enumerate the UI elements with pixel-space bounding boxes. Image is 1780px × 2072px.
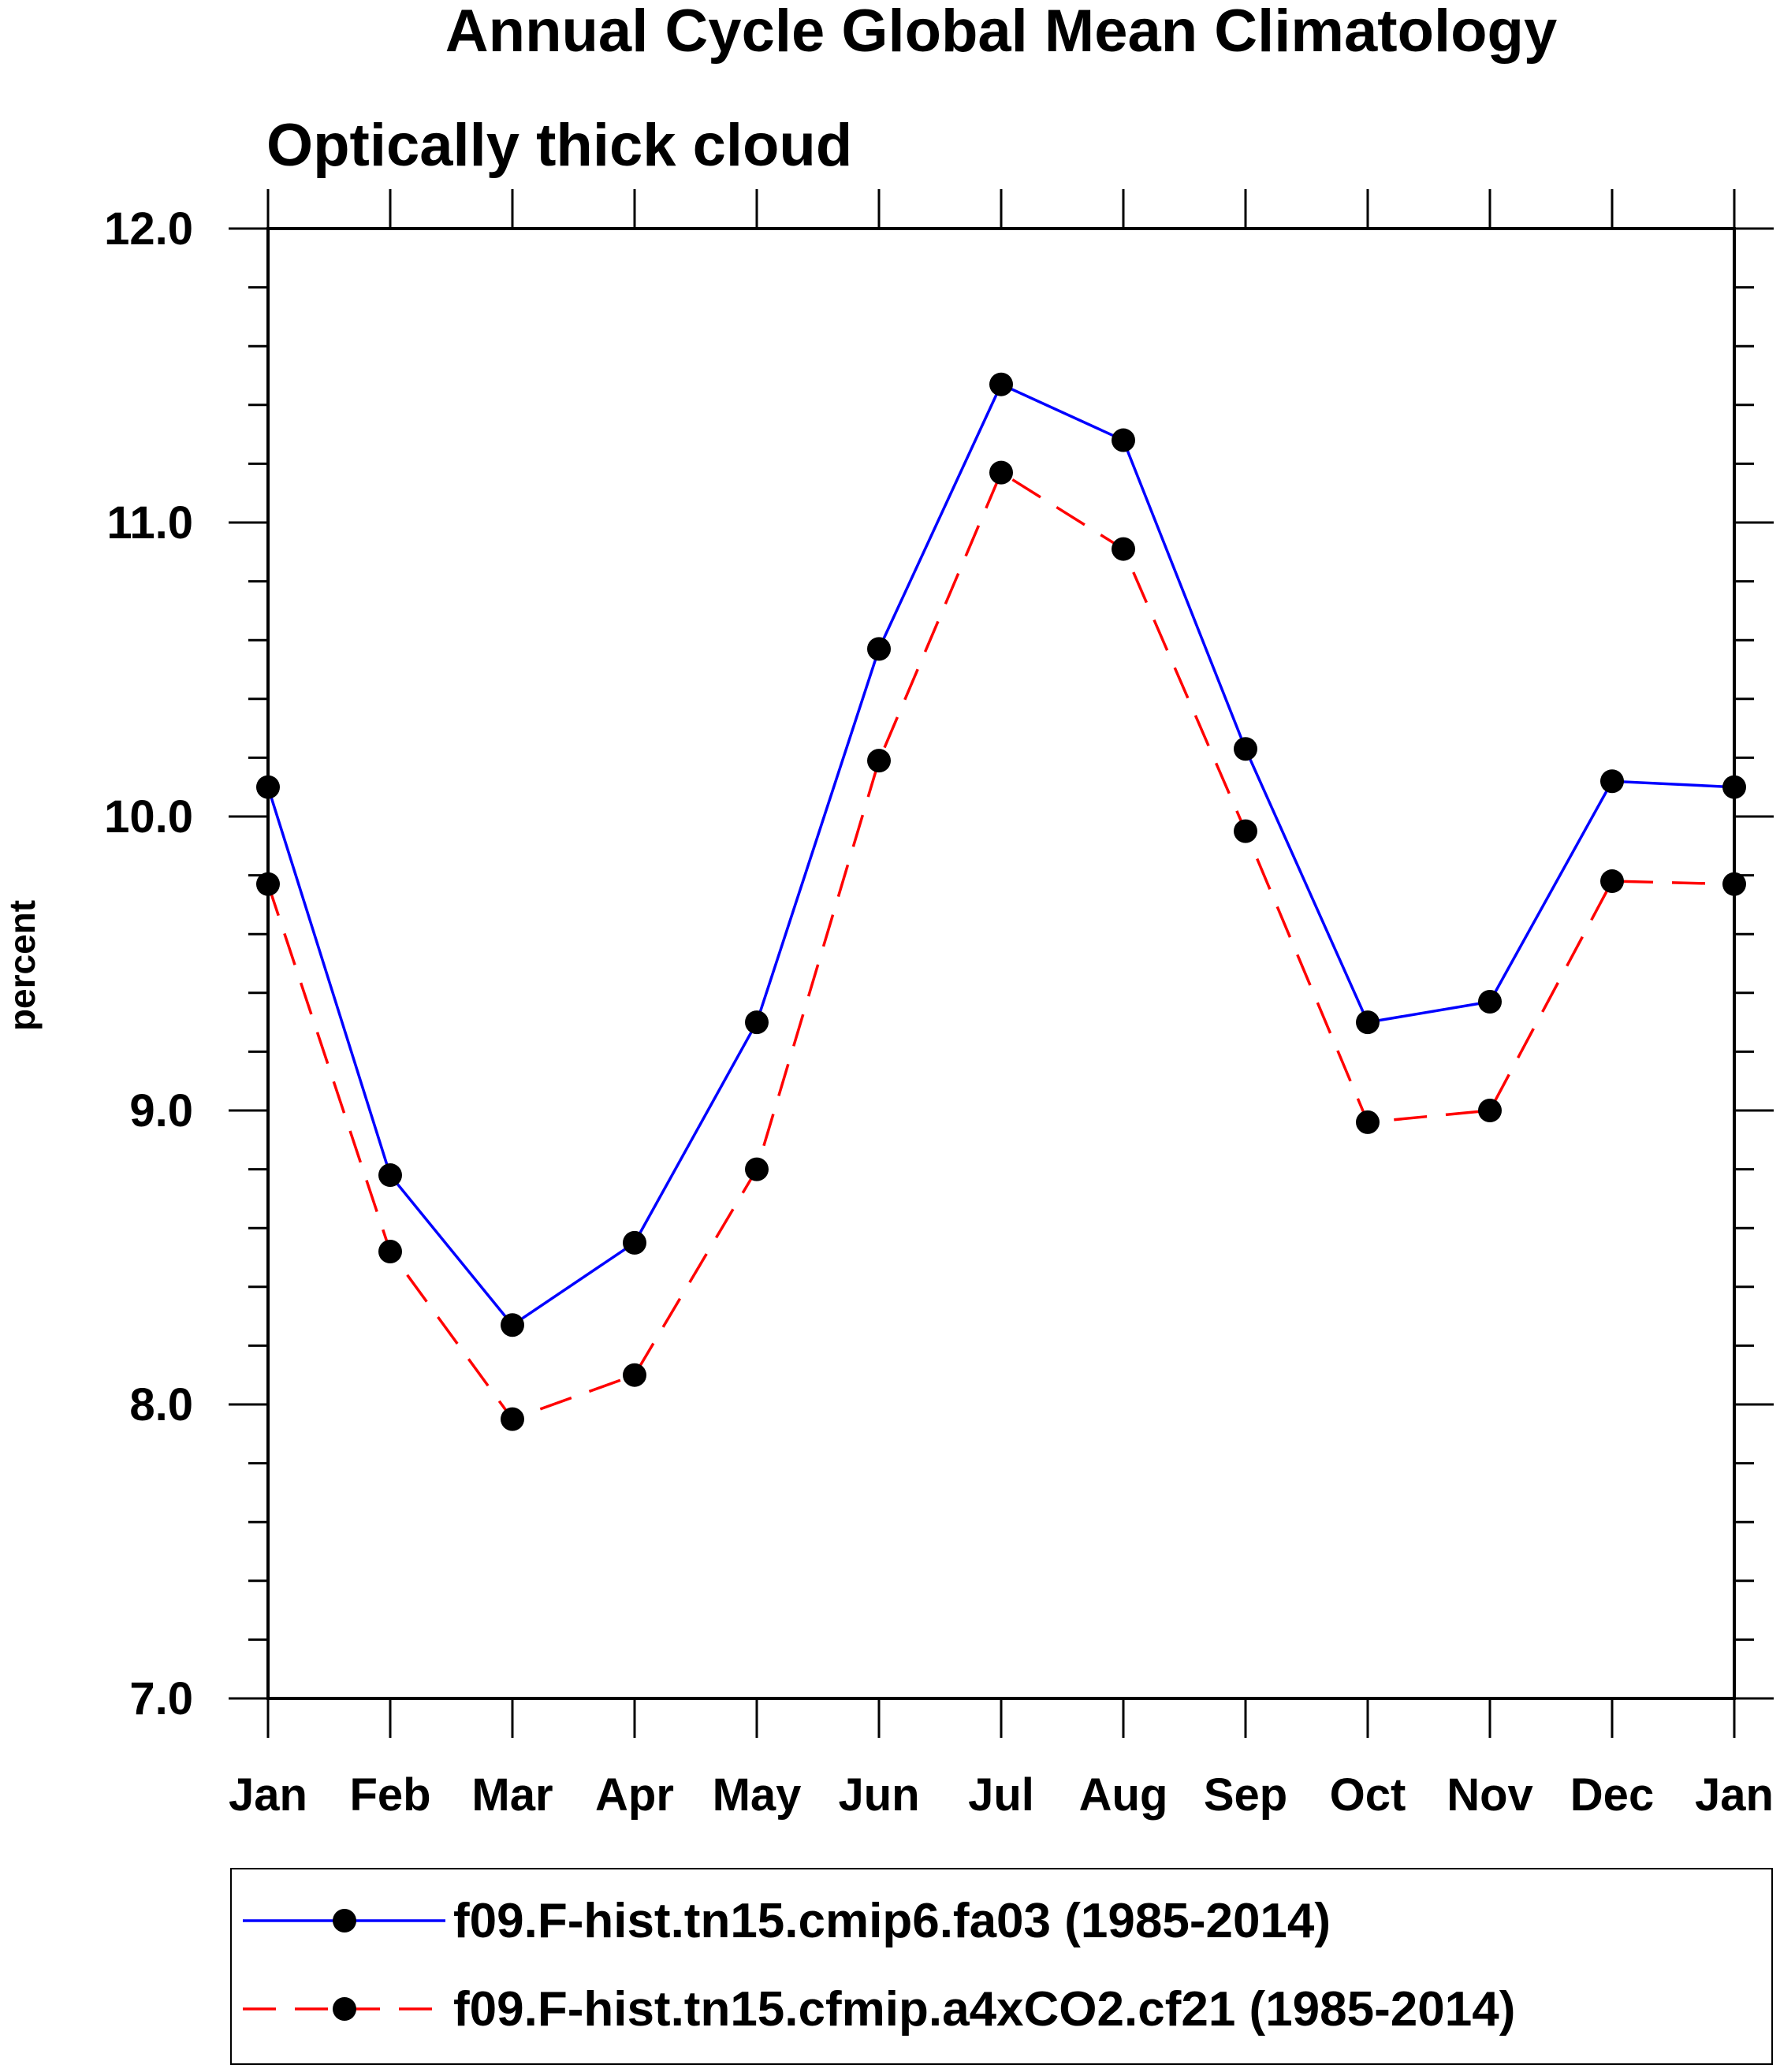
series-2-point	[1356, 1110, 1380, 1134]
y-tick-label: 7.0	[129, 1673, 193, 1724]
x-tick-labels: Jan Feb Mar Apr May Jun Jul Aug Sep Oct Nov Dec Jan	[229, 1769, 1774, 1821]
legend-box	[230, 1868, 1773, 2065]
y-axis-label: percent	[2, 900, 43, 1031]
axis-ticks	[229, 189, 1774, 1738]
series-1-point	[989, 372, 1013, 396]
y-tick-label: 10.0	[104, 791, 193, 843]
series-2-point	[1600, 869, 1624, 894]
chart-title: Annual Cycle Global Mean Climatology	[445, 0, 1557, 65]
x-tick-label: Aug	[1079, 1769, 1168, 1821]
x-tick-label: Sep	[1204, 1769, 1287, 1821]
series-1-point	[1356, 1010, 1380, 1035]
series-2-point	[745, 1157, 769, 1181]
x-tick-label: Apr	[595, 1769, 674, 1821]
x-tick-label: Jul	[968, 1769, 1034, 1821]
legend-marker-1	[333, 1909, 356, 1933]
series-1-point	[501, 1313, 524, 1337]
series-1-point	[1600, 769, 1624, 794]
series-1-point	[1112, 428, 1135, 452]
x-tick-label: Jan	[1695, 1769, 1774, 1821]
series-1-point	[623, 1230, 646, 1255]
series-2-point	[1112, 537, 1135, 561]
y-tick-label: 9.0	[129, 1085, 193, 1136]
x-tick-label: Nov	[1447, 1769, 1533, 1821]
y-tick-labels: 7.0 8.0 9.0 10.0 11.0 12.0	[104, 203, 193, 1724]
series-2-point	[1234, 819, 1257, 843]
series-1-point	[1478, 989, 1502, 1014]
series-2-point	[867, 749, 891, 773]
x-tick-label: Oct	[1330, 1769, 1406, 1821]
series-1-point	[378, 1163, 402, 1188]
legend-label-1: f09.F-hist.tn15.cmip6.fa03 (1985-2014)	[453, 1894, 1331, 1948]
series-2-point	[623, 1363, 646, 1387]
series-1-point	[745, 1010, 769, 1035]
series-layer	[256, 372, 1746, 1431]
x-tick-label: Jan	[229, 1769, 307, 1821]
series-2-point	[989, 460, 1013, 485]
plot-frame	[266, 227, 1736, 1700]
legend: f09.F-hist.tn15.cmip6.fa03 (1985-2014) f0…	[230, 1868, 1773, 2065]
x-tick-label: Mar	[471, 1769, 553, 1821]
x-tick-label: Jun	[838, 1769, 919, 1821]
chart-subtitle: Optically thick cloud	[266, 112, 852, 179]
y-tick-label: 12.0	[104, 203, 193, 255]
series-2-point	[378, 1240, 402, 1264]
x-tick-label: Feb	[349, 1769, 430, 1821]
series-1-point	[867, 637, 891, 661]
x-tick-label: May	[713, 1769, 802, 1821]
y-tick-label: 11.0	[106, 497, 193, 549]
legend-items: f09.F-hist.tn15.cmip6.fa03 (1985-2014) f0…	[243, 1894, 1515, 2037]
legend-marker-2	[333, 1997, 356, 2021]
x-tick-label: Dec	[1570, 1769, 1654, 1821]
legend-label-2: f09.F-hist.tn15.cfmip.a4xCO2.cf21 (1985-…	[453, 1982, 1515, 2037]
series-1-point	[1234, 737, 1257, 761]
series-2-point	[1478, 1099, 1502, 1122]
series-2-point	[501, 1407, 524, 1431]
y-tick-label: 8.0	[129, 1379, 193, 1430]
